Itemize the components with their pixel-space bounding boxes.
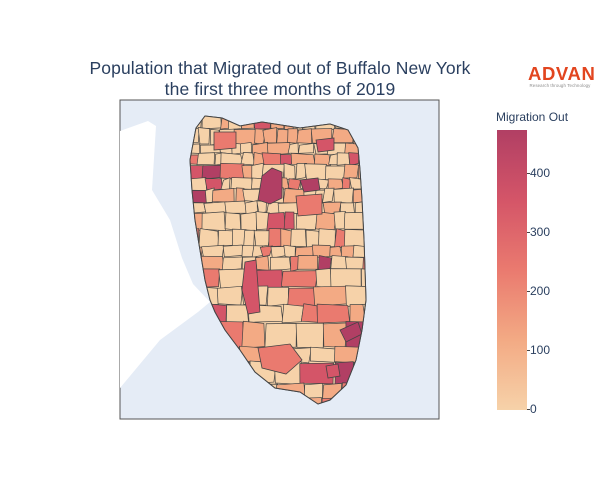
census-tract[interactable] (241, 320, 266, 349)
colorbar-tick-label: 200 (530, 284, 551, 298)
census-tract[interactable] (343, 163, 360, 179)
census-tract[interactable] (283, 162, 296, 181)
colorbar-tick-label: 100 (530, 343, 551, 357)
census-tract[interactable] (267, 286, 289, 307)
census-tract[interactable] (257, 343, 303, 375)
census-tract[interactable] (283, 244, 296, 259)
census-tract[interactable] (318, 228, 336, 247)
census-tract[interactable] (233, 129, 257, 146)
colorbar-tickmark (527, 173, 530, 174)
census-tract[interactable] (299, 177, 321, 193)
census-tract[interactable] (315, 137, 335, 153)
census-tract[interactable] (217, 229, 234, 247)
census-tract[interactable] (257, 167, 283, 205)
census-tract[interactable] (315, 268, 333, 289)
census-tract[interactable] (197, 127, 211, 145)
census-tract[interactable] (224, 200, 248, 214)
title-line-2: the first three months of 2019 (164, 79, 396, 99)
census-tract[interactable] (287, 128, 299, 144)
colorbar-tickmark (527, 291, 530, 292)
census-tract[interactable] (240, 141, 253, 154)
colorbar-tickmark (527, 350, 530, 351)
census-tract[interactable] (211, 187, 235, 203)
census-tract[interactable] (280, 270, 319, 288)
census-tract[interactable] (243, 229, 255, 248)
census-tract[interactable] (304, 163, 328, 180)
census-tract[interactable] (325, 165, 346, 181)
census-tract[interactable] (295, 193, 323, 217)
census-tract[interactable] (348, 152, 360, 167)
census-tract[interactable] (264, 323, 297, 350)
colorbar-tick-label: 400 (530, 166, 551, 180)
census-tract[interactable] (290, 228, 307, 248)
census-tract[interactable] (259, 245, 273, 258)
census-tract[interactable] (295, 322, 324, 349)
census-tract[interactable] (298, 142, 315, 154)
census-tract[interactable] (213, 131, 237, 151)
census-tract[interactable] (270, 246, 286, 259)
census-tract[interactable] (280, 153, 293, 165)
census-tract[interactable] (333, 211, 346, 230)
census-tract[interactable] (309, 346, 337, 363)
census-tract[interactable] (295, 163, 307, 180)
census-tract[interactable] (330, 268, 362, 288)
census-tract[interactable] (270, 256, 292, 272)
census-tract[interactable] (230, 177, 253, 190)
census-tract[interactable] (203, 201, 227, 214)
census-tract[interactable] (345, 285, 371, 307)
census-tract[interactable] (313, 285, 348, 307)
census-tract[interactable] (204, 187, 215, 203)
census-tract[interactable] (240, 151, 255, 166)
census-tract[interactable] (281, 303, 305, 324)
colorbar-tickmark (527, 409, 530, 410)
chart-title: Population that Migrated out of Buffalo … (40, 58, 520, 100)
census-tract[interactable] (225, 304, 249, 324)
census-tract[interactable] (295, 397, 322, 428)
colorbar-tick-label: 300 (530, 225, 551, 239)
census-tract[interactable] (266, 212, 287, 232)
census-tract[interactable] (287, 178, 302, 191)
census-tract[interactable] (254, 255, 270, 271)
census-tract[interactable] (316, 303, 351, 324)
census-tract[interactable] (216, 285, 244, 306)
census-tract[interactable] (198, 228, 220, 249)
city-boundary (189, 115, 367, 405)
logo-tagline: Research through Technology (529, 83, 591, 88)
census-tract[interactable] (300, 303, 318, 323)
advan-logo: ADVAN Research through Technology (528, 63, 596, 89)
census-tract[interactable] (325, 363, 341, 379)
census-tract[interactable] (224, 212, 242, 232)
census-tract[interactable] (240, 211, 257, 232)
census-tract[interactable] (296, 128, 313, 144)
census-tract[interactable] (262, 127, 278, 144)
census-tract[interactable] (201, 244, 225, 258)
logo-wordmark: ADVAN (528, 63, 596, 84)
colorbar (497, 130, 527, 410)
census-tract[interactable] (201, 211, 226, 232)
colorbar-tickmark (527, 232, 530, 233)
census-tract[interactable] (336, 152, 351, 166)
census-tract[interactable] (253, 230, 271, 247)
census-tract[interactable] (287, 142, 299, 154)
colorbar-tick-label: 0 (530, 402, 537, 416)
census-tract[interactable] (330, 255, 348, 270)
census-tract[interactable] (361, 268, 385, 288)
census-tract[interactable] (287, 287, 317, 307)
census-tract[interactable] (201, 164, 224, 180)
census-tract[interactable] (333, 187, 354, 204)
census-tract[interactable] (241, 259, 261, 315)
census-tract[interactable] (322, 187, 335, 203)
census-tract[interactable] (343, 229, 366, 248)
land-area (120, 121, 210, 388)
census-tract[interactable] (196, 152, 216, 166)
census-tract[interactable] (297, 255, 318, 270)
census-tract[interactable] (268, 228, 283, 248)
census-tract[interactable] (222, 244, 245, 258)
title-line-1: Population that Migrated out of Buffalo … (89, 58, 471, 78)
census-tract[interactable] (200, 255, 225, 270)
colorbar-title: Migration Out (496, 110, 569, 124)
census-tract[interactable] (283, 211, 295, 230)
